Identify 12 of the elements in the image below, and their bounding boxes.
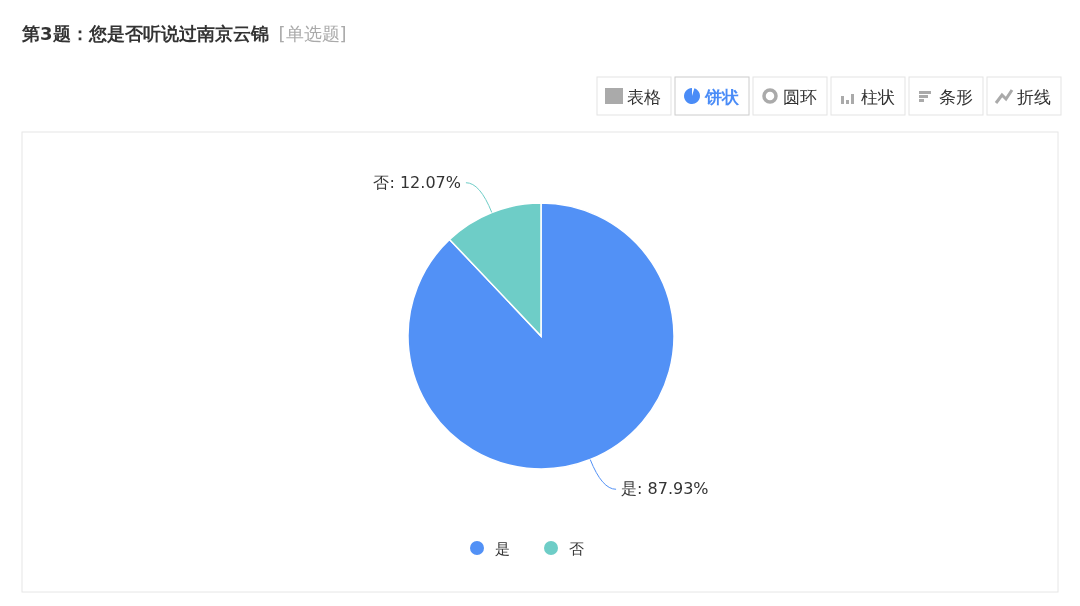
text: 第3题：您是否听说过南京云锦 [21, 23, 269, 44]
text: 柱状 [861, 87, 895, 107]
text: 折线 [1017, 87, 1051, 107]
data-label: 是: 87.93% [621, 479, 709, 499]
text: 表格 [627, 87, 661, 107]
chart-subtitle: [单选题] [278, 23, 347, 44]
legend-label: 否 [569, 540, 584, 558]
text: 条形 [939, 87, 973, 107]
data-label: 否: 12.07% [373, 172, 461, 192]
legend-label: 是 [495, 540, 510, 558]
text: 圆环 [783, 87, 817, 107]
text: 饼状 [704, 87, 740, 107]
